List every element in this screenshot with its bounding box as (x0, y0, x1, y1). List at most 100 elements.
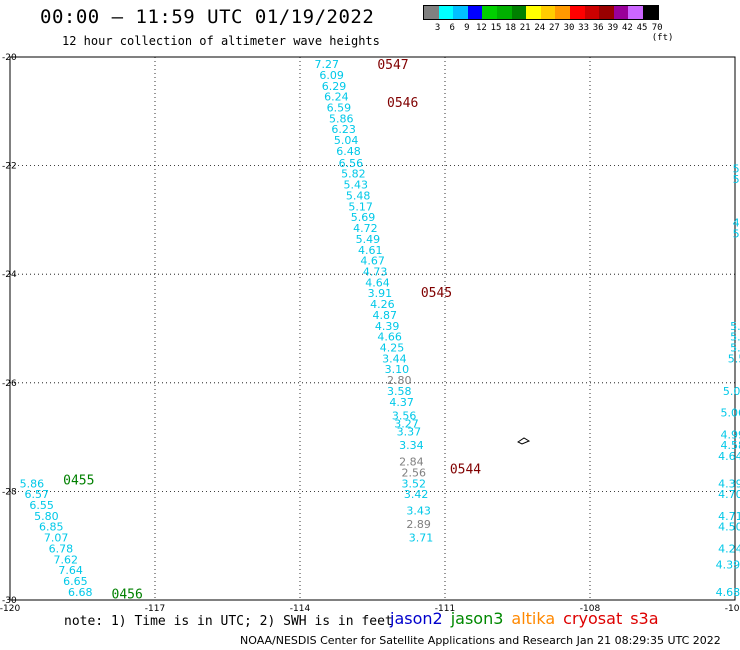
color-scale-legend: 3 6 9 12 15 18 21 24 27 30 33 36 39 42 45 70 (ft) (423, 5, 674, 43)
x-tick-label: -120 (0, 604, 20, 614)
wave-height-label: 3.91 (368, 287, 393, 300)
wave-height-label: 5.86 (329, 112, 354, 125)
color-scale-cell (482, 6, 497, 19)
wave-height-label: 4.66 (377, 331, 402, 344)
wave-height-label: 4.99 (721, 428, 740, 441)
wave-height-label: 5.41 (730, 331, 740, 344)
wave-height-label: 6.59 (327, 101, 352, 114)
y-tick-label: -20 (2, 53, 17, 63)
color-scale-label: 36 (592, 23, 604, 33)
wave-height-label: 5.86 (20, 477, 44, 490)
color-scale-label: 45 (636, 23, 648, 33)
color-scale-label: 42 (621, 23, 633, 33)
map-frame (9, 56, 736, 601)
wave-height-label: 4.71 (718, 510, 740, 523)
color-scale-cell (453, 6, 468, 19)
color-scale-label: 70 (ft) (651, 23, 674, 43)
x-tick-label: -111 (435, 604, 455, 614)
y-tick-label: -28 (2, 487, 17, 497)
wave-height-label: 3.37 (397, 426, 422, 439)
wave-height-label: 4.58 (721, 439, 740, 452)
wave-height-label: 3.43 (406, 504, 431, 517)
wave-height-label: 4.87 (373, 309, 398, 322)
color-scale-label: 9 (464, 23, 470, 33)
pass-time-label: 0455 (63, 474, 94, 489)
wave-height-label: 4.67 (360, 255, 385, 268)
wave-height-label: 7.07 (44, 532, 68, 545)
wave-height-label: 6.65 (63, 575, 88, 588)
color-scale-label: 12 (475, 23, 487, 33)
color-scale-cell (628, 6, 643, 19)
wave-height-label: 4.39 (375, 320, 400, 333)
satellite-legend: jason2 jason3 altika cryosat s3a (390, 609, 667, 628)
color-scale-label: 30 (563, 23, 575, 33)
wave-height-label: 5.49 (356, 233, 381, 246)
wave-height-label: 3.71 (409, 532, 434, 545)
x-tick-label: -108 (580, 604, 601, 614)
wave-height-label: 3.52 (402, 477, 427, 490)
y-tick-label: -24 (2, 270, 17, 280)
color-scale-cell (511, 6, 527, 19)
wave-height-label: 6.23 (331, 123, 356, 136)
wave-height-label: 4.26 (370, 298, 395, 311)
y-tick-label: -22 (2, 162, 17, 172)
pass-time-label: 0544 (450, 463, 481, 478)
wave-height-label: 6.29 (322, 80, 347, 93)
credit-line: NOAA/NESDIS Center for Satellite Applica… (240, 634, 721, 647)
wave-height-label: 7.64 (58, 564, 82, 577)
legend-s3a: s3a (630, 609, 659, 628)
wave-height-label: 4.37 (389, 396, 414, 409)
color-scale-label: 24 (534, 23, 546, 33)
x-tick-label: -114 (290, 604, 311, 614)
wave-height-label: 3.56 (392, 409, 417, 422)
wave-height-label: 6.78 (49, 542, 74, 555)
wave-height-label: 5.17 (348, 200, 373, 213)
legend-altika: altika (511, 609, 556, 628)
wave-height-label: 3.58 (387, 385, 412, 398)
wave-height-label: 5.04 (334, 134, 359, 147)
y-tick-label: -30 (2, 596, 17, 606)
wave-height-label: 6.24 (324, 91, 349, 104)
wave-height-label: 4.73 (363, 265, 388, 278)
wave-height-label: 4.64 (365, 276, 390, 289)
color-scale-label: 27 (548, 23, 560, 33)
wave-height-label: 3.44 (382, 352, 407, 365)
color-scale-labels: 3 6 9 12 15 18 21 24 27 30 33 36 39 42 45 70 (ft) (423, 20, 674, 43)
wave-height-label: 2.84 (399, 456, 424, 469)
legend-jason3: jason3 (450, 609, 504, 628)
wave-height-label: 4.68 (716, 586, 740, 599)
wave-height-label: 3.27 (394, 418, 419, 431)
color-scale-cell (467, 6, 483, 19)
color-scale-label: 21 (519, 23, 531, 33)
wave-height-label: 5.49 (730, 320, 740, 333)
color-scale-label: 3 (434, 23, 441, 33)
wave-height-label: 5.80 (34, 510, 59, 523)
wave-height-label: 3.42 (404, 488, 429, 501)
pass-time-label: 0547 (377, 58, 408, 73)
color-scale-cell (584, 6, 600, 19)
color-scale-label: 33 (578, 23, 590, 33)
wave-height-label: 5.55 (728, 352, 740, 365)
wave-height-label: 2.89 (406, 518, 431, 531)
wave-height-label: 3.10 (385, 363, 410, 376)
wave-height-label: 4.39 (716, 559, 740, 572)
color-scale-cells (423, 5, 659, 20)
legend-cryosat: cryosat (563, 609, 623, 628)
wave-height-label: 2.80 (387, 374, 412, 387)
pass-time-label: 0546 (387, 96, 418, 111)
pass-time-label: 0456 (112, 588, 143, 603)
legend-jason2: jason2 (390, 609, 443, 628)
color-scale-cell (496, 6, 512, 19)
wave-height-label: 4.24 (718, 542, 740, 555)
color-scale-label: 15 (490, 23, 502, 33)
wave-height-label: 6.09 (319, 69, 344, 82)
color-scale-cell (424, 6, 439, 19)
color-scale-cell (555, 6, 570, 19)
wave-height-label: 6.85 (39, 521, 64, 534)
color-scale-cell (438, 6, 454, 19)
wave-height-label: 7.62 (54, 553, 79, 566)
subtitle: 12 hour collection of altimeter wave hei… (62, 34, 380, 48)
wave-height-label: 7.27 (315, 58, 340, 71)
wave-height-label: 5.82 (341, 168, 366, 181)
